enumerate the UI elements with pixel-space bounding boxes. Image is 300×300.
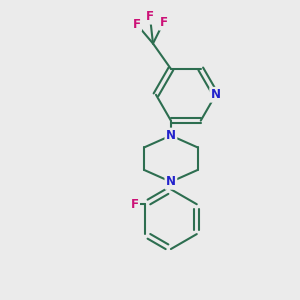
Text: F: F — [133, 18, 141, 31]
Text: F: F — [159, 16, 167, 29]
Text: F: F — [130, 198, 139, 211]
Text: N: N — [211, 88, 221, 101]
Text: F: F — [146, 10, 154, 23]
Text: N: N — [166, 175, 176, 188]
Text: N: N — [166, 129, 176, 142]
